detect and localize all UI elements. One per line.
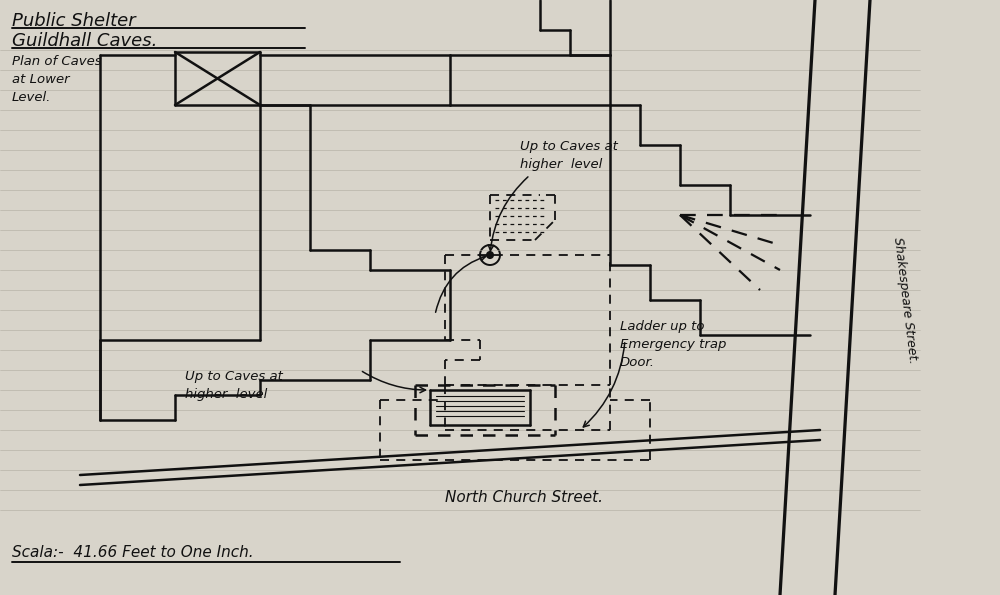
Text: Public Shelter: Public Shelter [12,12,136,30]
Text: Ladder up to
Emergency trap
Door.: Ladder up to Emergency trap Door. [620,320,726,369]
Circle shape [487,252,493,258]
Text: Up to Caves at
higher  level: Up to Caves at higher level [520,140,618,171]
Text: Plan of Caves
at Lower
Level.: Plan of Caves at Lower Level. [12,55,102,104]
Text: Scala:-  41.66 Feet to One Inch.: Scala:- 41.66 Feet to One Inch. [12,545,254,560]
Text: Guildhall Caves.: Guildhall Caves. [12,32,157,50]
Text: Up to Caves at
higher  level: Up to Caves at higher level [185,370,283,401]
Text: Shakespeare Street.: Shakespeare Street. [891,236,919,364]
Text: North Church Street.: North Church Street. [445,490,603,505]
